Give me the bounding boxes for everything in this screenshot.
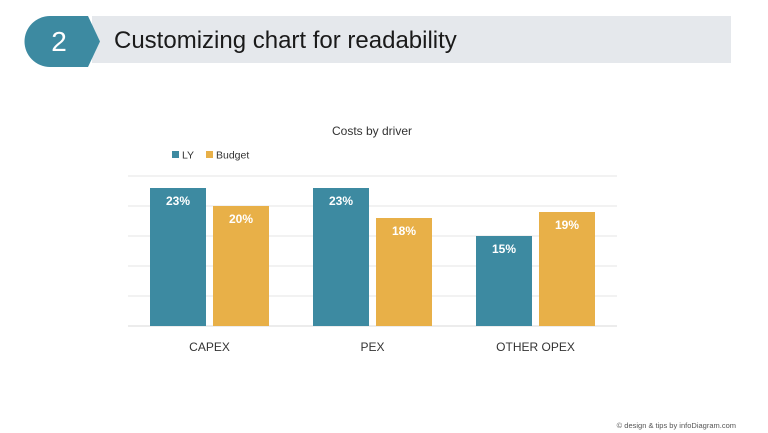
copyright-footer: © design & tips by infoDiagram.com xyxy=(616,421,736,430)
bar-data-label: 19% xyxy=(555,218,579,232)
x-tick-label: OTHER OPEX xyxy=(496,340,575,354)
x-tick-label: CAPEX xyxy=(189,340,230,354)
x-tick-label: PEX xyxy=(360,340,384,354)
title-bar xyxy=(92,16,731,63)
bar-data-label: 23% xyxy=(166,194,190,208)
bar-ly-other-opex xyxy=(476,236,532,326)
bar-ly-pex xyxy=(313,188,369,326)
legend-label-ly: LY xyxy=(182,150,194,162)
bar-data-label: 18% xyxy=(392,224,416,238)
bar-data-label: 23% xyxy=(329,194,353,208)
bar-budget-pex xyxy=(376,218,432,326)
badge-shape xyxy=(24,16,100,67)
bar-data-label: 15% xyxy=(492,242,516,256)
bar-budget-other-opex xyxy=(539,212,595,326)
bar-budget-capex xyxy=(213,206,269,326)
legend-swatch-budget xyxy=(206,151,213,158)
slide-title: Customizing chart for readability xyxy=(114,27,457,54)
bar-data-label: 20% xyxy=(229,212,253,226)
legend-swatch-ly xyxy=(172,151,179,158)
chart-title: Costs by driver xyxy=(332,124,412,138)
slide-number: 2 xyxy=(51,26,67,57)
bar-ly-capex xyxy=(150,188,206,326)
slide-number-badge: 2 xyxy=(24,16,100,67)
legend-label-budget: Budget xyxy=(216,150,249,162)
